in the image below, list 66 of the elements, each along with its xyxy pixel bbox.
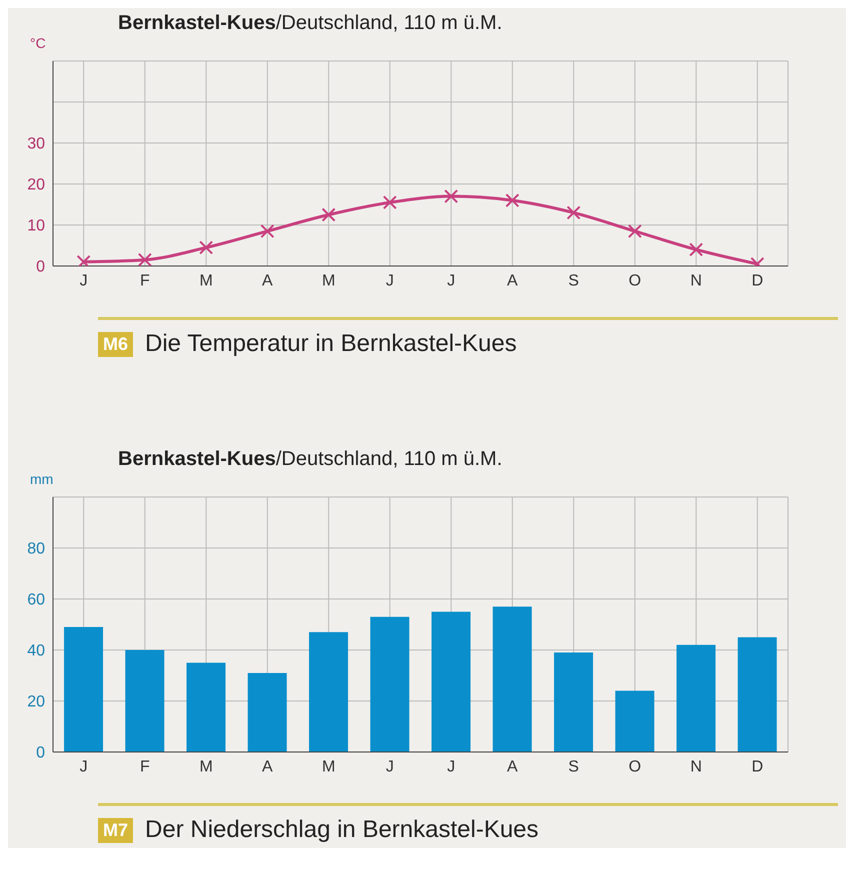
bar: [615, 690, 654, 752]
chart-subtitle: /Deutschland, 110 m ü.M.: [276, 12, 502, 34]
point: [260, 224, 274, 238]
text: Der Niederschlag in Bernkastel-Kues: [145, 816, 539, 844]
bar: [432, 612, 471, 752]
point: [199, 240, 214, 255]
point: [505, 193, 520, 208]
y-axis-title: mm: [30, 471, 54, 487]
bar: [554, 652, 594, 752]
chart-title: Bernkastel-Kues: [118, 12, 276, 34]
x-tick-label: J: [80, 272, 88, 290]
x-tick-label: J: [80, 758, 88, 776]
x-tick-label: N: [690, 758, 702, 776]
point: [628, 224, 642, 238]
y-tick-label: 40: [27, 642, 46, 660]
bar: [125, 650, 164, 752]
chart-subtitle: /Deutschland, 110 m ü.M.: [276, 448, 502, 470]
bar: [248, 672, 287, 752]
bar: [309, 632, 348, 752]
point: [689, 242, 704, 257]
text: M7: [98, 818, 134, 842]
y-tick-label: 60: [27, 592, 46, 609]
bar: [492, 606, 532, 752]
x-tick-label: J: [447, 758, 456, 776]
y-tick-label: 30: [27, 136, 46, 153]
bar: [186, 662, 226, 752]
x-tick-label: D: [752, 272, 764, 290]
x-tick-label: J: [447, 272, 456, 290]
x-tick-label: M: [199, 272, 213, 290]
x-tick-label: J: [386, 272, 394, 290]
y-tick-label: 80: [27, 540, 46, 558]
bar: [676, 644, 716, 752]
y-tick-label: 0: [36, 258, 46, 276]
x-tick-label: J: [386, 758, 394, 776]
x-tick-label: S: [568, 272, 579, 290]
point: [566, 206, 581, 220]
y-tick-label: 10: [27, 218, 46, 235]
bar: [64, 627, 104, 752]
point: [138, 252, 152, 266]
point: [322, 208, 336, 222]
x-tick-label: F: [140, 272, 150, 290]
bar: [370, 616, 410, 752]
y-tick-label: 0: [36, 744, 46, 762]
bar: [738, 637, 777, 752]
x-tick-label: A: [507, 758, 518, 776]
x-tick-label: S: [568, 758, 579, 776]
chart-title: Bernkastel-Kues: [118, 448, 276, 470]
x-tick-label: O: [628, 272, 642, 290]
y-tick-label: 20: [27, 694, 46, 711]
x-tick-label: D: [752, 758, 764, 776]
x-tick-label: O: [628, 758, 642, 776]
text: Die Temperatur in Bernkastel-Kues: [145, 330, 517, 358]
x-tick-label: F: [140, 758, 150, 776]
x-tick-label: A: [507, 272, 518, 290]
text: M6: [98, 332, 134, 356]
x-tick-label: M: [322, 758, 336, 776]
y-tick-label: 20: [27, 176, 46, 194]
point: [76, 254, 91, 266]
y-axis-title: °C: [30, 35, 47, 51]
x-tick-label: A: [262, 758, 274, 776]
x-tick-label: M: [322, 272, 336, 290]
point: [382, 195, 397, 210]
x-tick-label: A: [262, 272, 274, 290]
point: [444, 189, 458, 204]
x-tick-label: M: [199, 758, 213, 776]
x-tick-label: N: [690, 272, 702, 290]
